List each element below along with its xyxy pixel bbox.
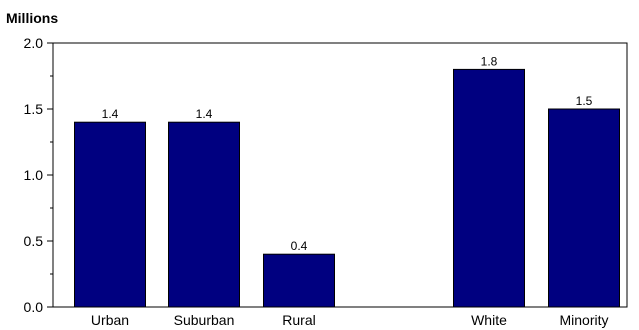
y-tick-label: 0.5 [24, 233, 44, 249]
x-tick-label: Suburban [174, 312, 235, 328]
data-label: 1.4 [196, 107, 213, 121]
y-tick-label: 0.0 [24, 299, 44, 315]
x-tick-label: Minority [559, 312, 608, 328]
bar-white [453, 68, 525, 308]
x-tick-label: Rural [282, 312, 315, 328]
y-tick-label: 1.5 [24, 101, 44, 117]
y-axis-label: Millions [6, 10, 58, 26]
data-label: 1.4 [102, 107, 119, 121]
x-tick-label: Urban [91, 312, 129, 328]
bar-rural [263, 253, 335, 308]
bar-urban [74, 121, 146, 308]
y-tick-label: 2.0 [24, 35, 44, 51]
data-label: 1.8 [481, 54, 498, 68]
bar-minority [548, 108, 620, 308]
bars-group [74, 68, 620, 308]
data-label: 1.5 [576, 94, 593, 108]
data-label: 0.4 [291, 239, 308, 253]
y-tick-label: 1.0 [24, 167, 44, 183]
axes: 0.0 0.5 1.0 1.5 2.0 [24, 35, 628, 315]
x-tick-label: White [471, 312, 507, 328]
labels-group: 1.4 Urban 1.4 Suburban 0.4 Rural 1.8 White 1.5 Mi… [91, 54, 609, 328]
bar-suburban [168, 121, 240, 308]
